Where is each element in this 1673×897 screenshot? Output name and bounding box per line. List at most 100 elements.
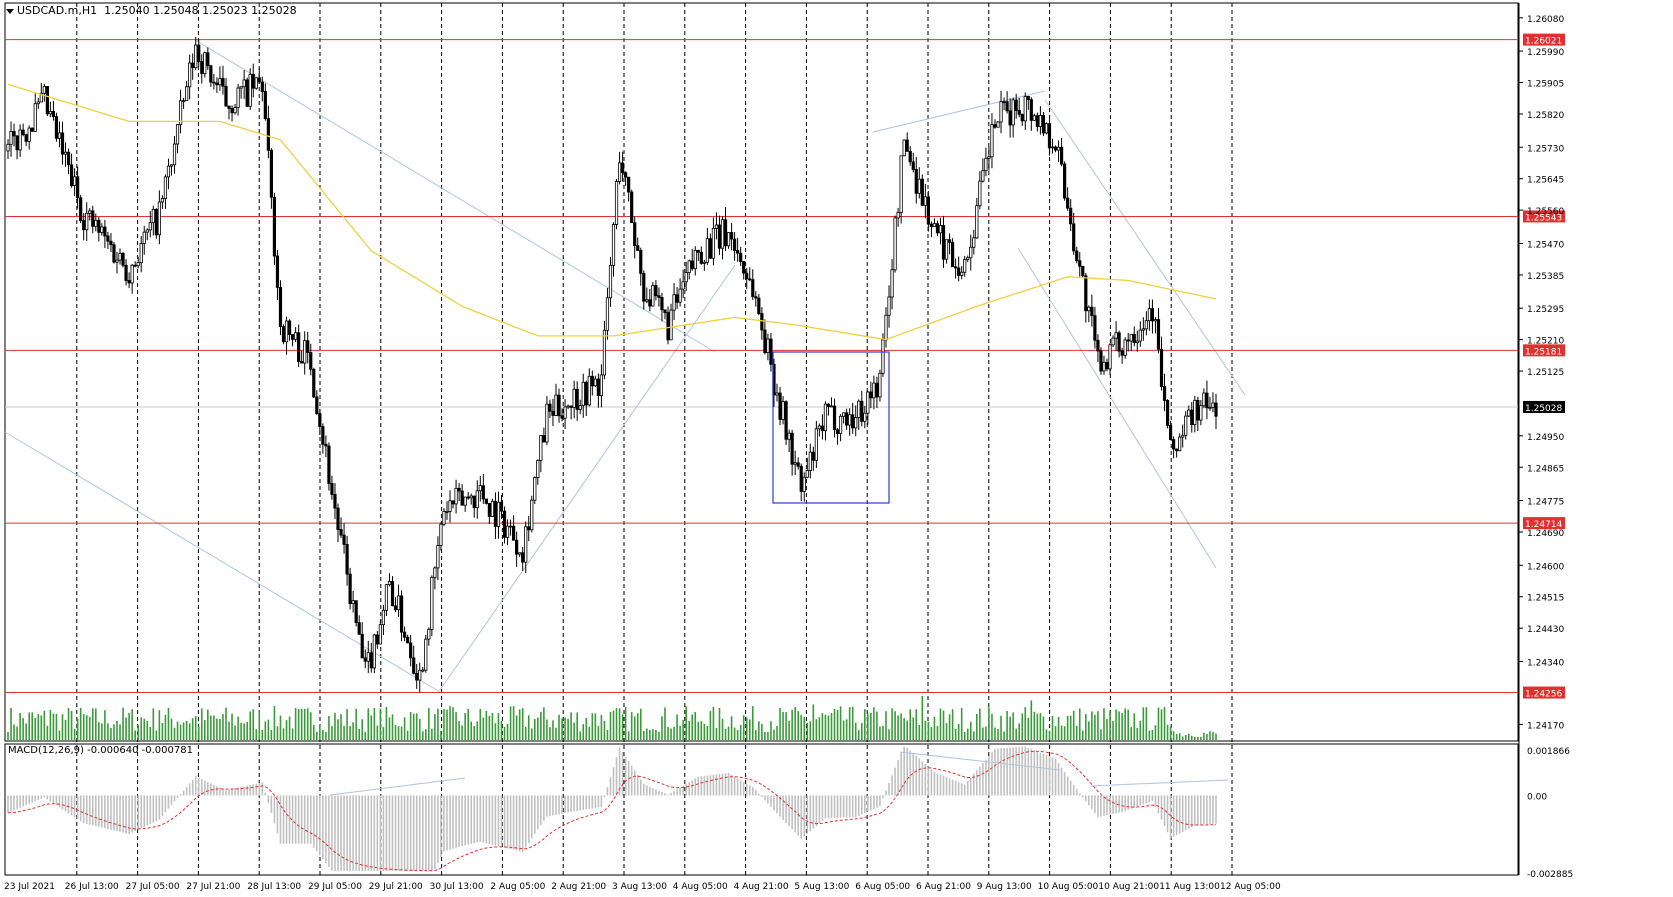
candle-body [203,52,207,74]
candle-body [954,266,958,269]
candle-body [1023,96,1027,122]
candle-body [345,543,349,575]
candle-body [484,498,488,504]
candle-body [169,164,174,167]
ohlc-values: 1.25040 1.25048 1.25023 1.25028 [104,4,297,17]
candle-body [814,428,818,461]
price-tick-label: 1.25560 [1527,207,1564,217]
main-panel-frame [4,2,1519,742]
consolidation-box[interactable] [772,351,890,504]
candle-body [736,250,740,254]
candle-body [191,62,195,69]
candle-body [826,403,831,408]
candle-body [578,405,582,410]
candle-body [336,507,340,530]
candle-body [1181,434,1185,438]
candle-body [424,638,428,671]
candle-body [1108,344,1112,370]
candle-body [790,432,794,465]
candle-body [766,338,770,354]
candle-body [602,329,607,376]
candle-body [106,235,110,242]
trend-line [439,264,736,691]
candle-body [1205,392,1209,409]
candle-body [1050,146,1055,149]
candle-body [287,320,292,335]
candle-body [1208,406,1212,409]
candle-body [115,259,119,263]
candle-body [478,485,482,492]
macd-panel-frame [4,743,1519,876]
candle-body [57,132,62,139]
candle-body [811,451,815,461]
candle-body [518,552,522,555]
candle-body [690,260,694,270]
candle-body [1150,308,1155,322]
candle-body [378,624,382,645]
macd-header: MACD(12,26,9) -0.000640 -0.000781 [8,745,193,756]
candle-body [1102,361,1106,372]
candle-body [257,77,261,83]
price-tick-label: 1.24775 [1527,498,1564,508]
price-tick-label: 1.24950 [1527,433,1564,443]
moving-average-line [7,83,1217,341]
dropdown-arrow-icon[interactable] [6,8,14,14]
candle-body [1193,399,1197,425]
candle-body [941,225,946,260]
candle-body [439,523,443,546]
candle-body [1117,332,1121,352]
candle-body [30,127,34,132]
candle-body [842,412,846,417]
price-tick-label: 1.25645 [1527,176,1564,186]
time-tick-label: 10 Aug 05:00 [1038,882,1099,892]
candle-body [751,279,755,298]
candle-body [327,445,331,484]
candle-body [872,382,876,399]
candle-body [354,600,358,623]
time-tick-label: 3 Aug 13:00 [612,882,667,892]
candle-body [669,309,673,341]
candle-body [263,91,267,120]
candle-body [729,232,734,240]
candle-body [457,487,461,492]
time-tick-label: 6 Aug 21:00 [916,882,971,892]
candle-body [796,462,800,467]
macd-trend-line [899,751,1061,771]
candle-body [460,490,464,506]
candle-body [1072,223,1076,252]
candle-body [260,81,264,92]
candle-body [920,178,924,206]
time-tick-label: 30 Jul 13:00 [430,882,484,892]
candle-body [572,388,576,408]
candle-body [905,139,909,152]
price-tick-label: 1.25470 [1527,240,1564,250]
candle-body [769,338,773,365]
time-tick-label: 4 Aug 05:00 [673,882,728,892]
time-tick-label: 23 Jul 2021 [4,882,55,892]
candle-body [911,161,915,170]
candle-body [351,600,355,605]
candle-body [1196,399,1200,421]
candle-body [614,181,619,225]
candle-body [587,375,591,406]
candle-body [324,443,328,447]
price-tick-label: 1.24865 [1527,464,1564,474]
candle-body [763,329,767,354]
candle-body [1096,339,1100,352]
candle-body [1008,110,1012,126]
candle-body [194,44,198,69]
candle-body [639,250,643,274]
candle-body [151,208,155,224]
candle-body [27,127,31,142]
candle-body [720,219,725,249]
candle-body [648,299,652,307]
candle-body [1132,333,1136,344]
candle-body [869,391,873,399]
candle-body [475,490,479,509]
candle-body [369,652,373,669]
candle-body [608,264,613,299]
candle-body [242,79,246,88]
candle-body [1059,146,1064,165]
candle-body [636,245,640,251]
